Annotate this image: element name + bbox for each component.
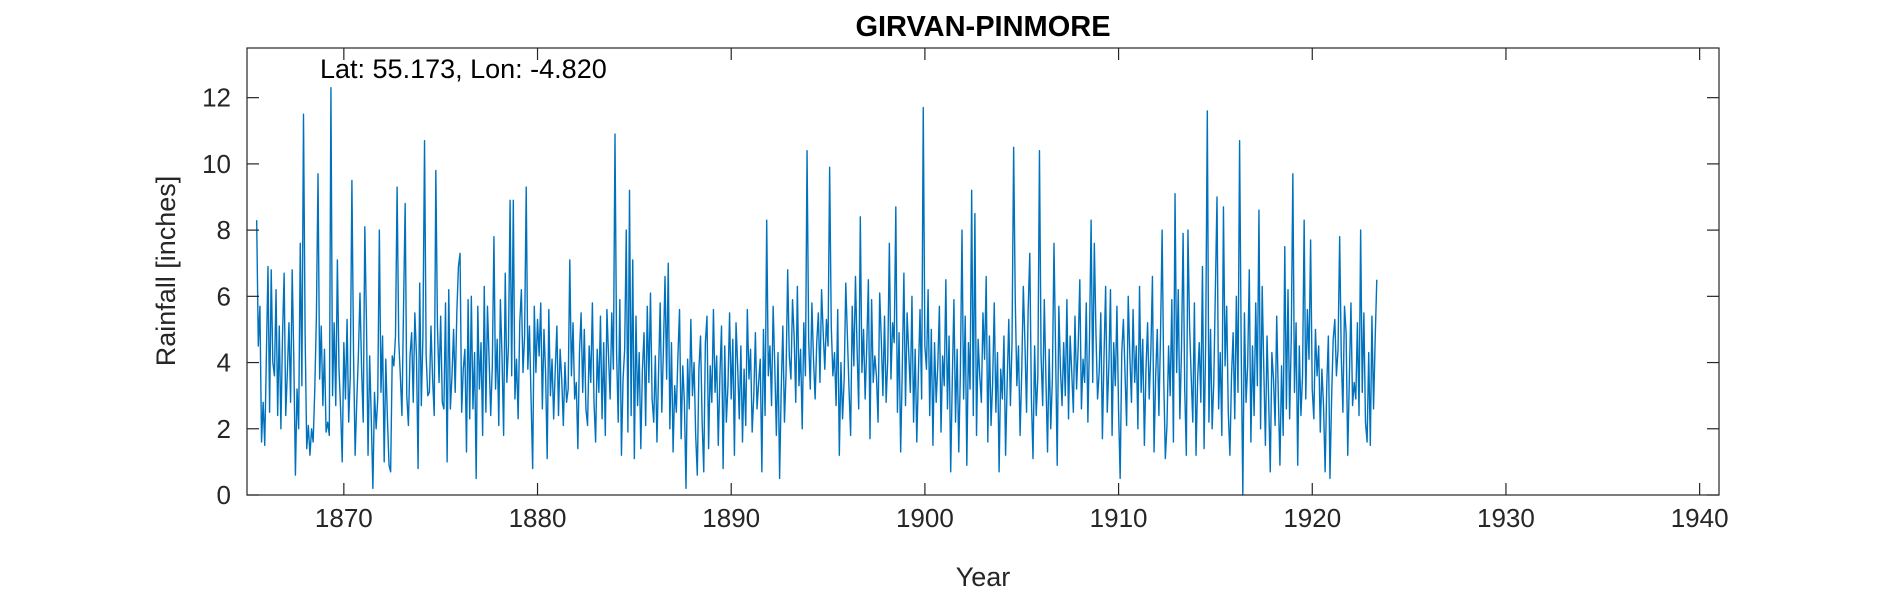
y-tick-label-8: 8 <box>217 215 231 245</box>
axes-layer <box>246 47 1720 496</box>
x-tick-label-1870: 1870 <box>315 503 373 533</box>
station-annotation: Lat: 55.173, Lon: -4.820 <box>320 54 607 84</box>
y-tick-label-6: 6 <box>217 281 231 311</box>
y-axis-title: Rainfall [inches] <box>151 176 181 367</box>
x-tick-label-1920: 1920 <box>1283 503 1341 533</box>
plot-box <box>246 47 1720 496</box>
x-tick-label-1930: 1930 <box>1477 503 1535 533</box>
x-tick-label-1910: 1910 <box>1090 503 1148 533</box>
x-axis-title: Year <box>956 562 1011 591</box>
series-layer <box>255 87 1378 496</box>
y-tick-label-10: 10 <box>202 149 231 179</box>
chart-title: GIRVAN-PINMORE <box>855 11 1110 43</box>
y-tick-label-0: 0 <box>217 480 231 510</box>
tick-label-layer: 1870 1880 1890 1900 1910 1920 1930 1940 0 2 4 6 8 10 1… <box>202 83 1728 533</box>
y-tick-label-4: 4 <box>217 348 231 378</box>
y-tick-label-2: 2 <box>217 414 231 444</box>
x-tick-label-1900: 1900 <box>896 503 954 533</box>
x-tick-label-1940: 1940 <box>1671 503 1729 533</box>
y-tick-label-12: 12 <box>202 83 231 113</box>
x-tick-label-1880: 1880 <box>509 503 567 533</box>
plot-area-background <box>247 48 1719 495</box>
x-tick-label-1890: 1890 <box>702 503 760 533</box>
series-line-0 <box>255 87 1378 496</box>
